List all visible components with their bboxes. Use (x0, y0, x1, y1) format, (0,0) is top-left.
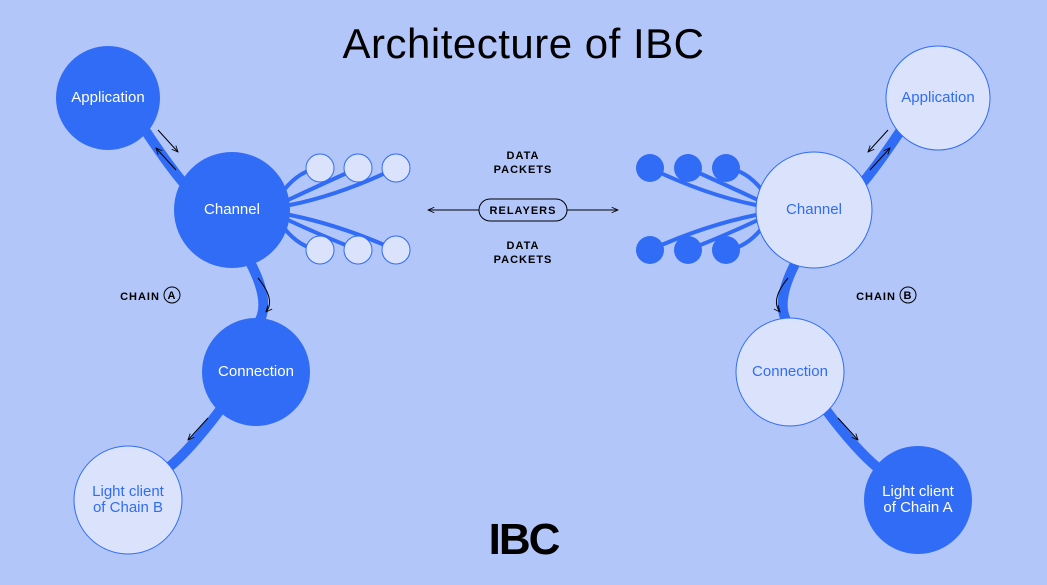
svg-text:Connection: Connection (218, 363, 294, 380)
svg-text:Connection: Connection (752, 363, 828, 380)
svg-text:of Chain B: of Chain B (93, 499, 163, 516)
node-application-b: Application (886, 46, 990, 150)
node-connection-b: Connection (736, 318, 844, 426)
node-connection-a: Connection (202, 318, 310, 426)
node-light-client-a: Light clientof Chain B (74, 446, 182, 554)
svg-text:Channel: Channel (786, 201, 842, 218)
svg-text:of Chain A: of Chain A (883, 499, 952, 516)
node-light-client-b: Light clientof Chain A (864, 446, 972, 554)
node-channel-a: Channel (174, 152, 290, 268)
data-packets-top-line2: PACKETS (494, 164, 553, 176)
connector-connection-lc-b (826, 410, 878, 468)
node-channel-b: Channel (756, 152, 872, 268)
connector-channel-connection-a (250, 262, 263, 320)
data-packets-bottom-line2: PACKETS (494, 254, 553, 266)
svg-text:Application: Application (901, 89, 974, 106)
ibc-architecture-diagram: Application Channel Connection Light cli… (0, 0, 1047, 585)
svg-text:Application: Application (71, 89, 144, 106)
chain-b-letter: B (904, 290, 913, 302)
relayer-label: RELAYERS (490, 205, 557, 217)
packet-dots-a (306, 154, 410, 264)
node-application-a: Application (56, 46, 160, 150)
svg-text:Channel: Channel (204, 201, 260, 218)
packet-dots-b (636, 154, 740, 264)
ibc-logo: IBC (489, 515, 559, 565)
svg-text:Light client: Light client (92, 483, 165, 500)
connector-connection-lc-a (168, 410, 220, 468)
chain-b-label-text: CHAIN (856, 291, 896, 303)
connector-channel-connection-b (783, 262, 796, 320)
svg-text:Light client: Light client (882, 483, 955, 500)
packet-tendrils-a (284, 168, 396, 250)
data-packets-top-line1: DATA (507, 150, 540, 162)
packet-tendrils-b (650, 168, 762, 250)
data-packets-bottom-line1: DATA (507, 240, 540, 252)
chain-a-letter: A (168, 290, 177, 302)
chain-a-label-text: CHAIN (120, 291, 160, 303)
